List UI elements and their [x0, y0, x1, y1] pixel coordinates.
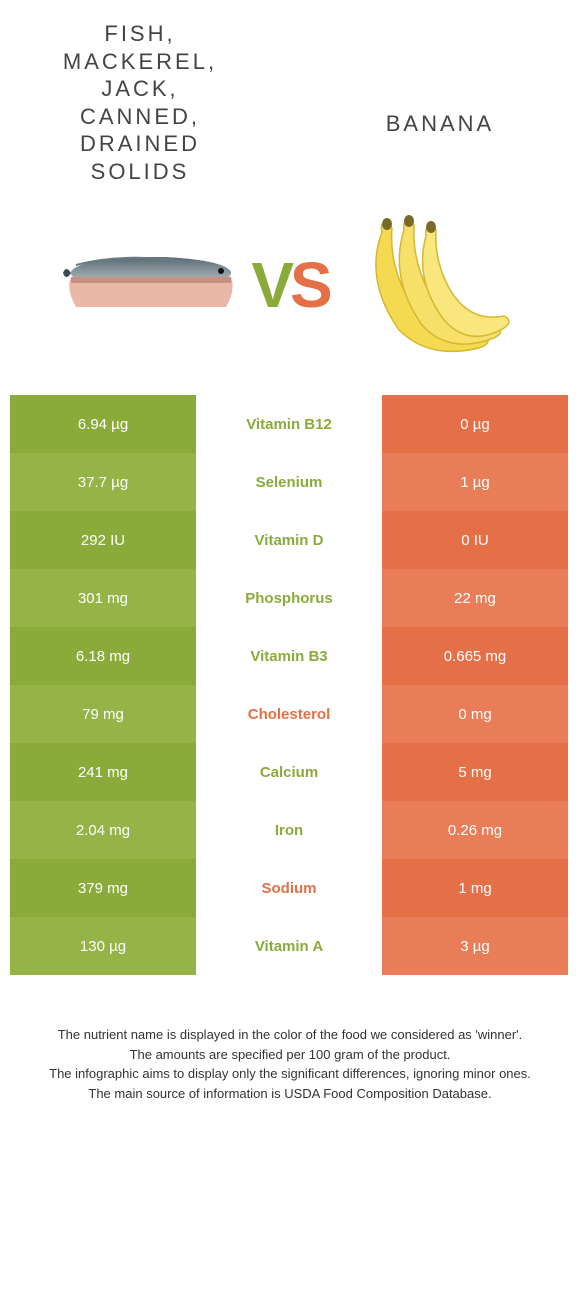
nutrient-name: Iron — [196, 801, 382, 859]
nutrient-value-left: 379 mg — [10, 859, 196, 917]
nutrient-value-right: 1 mg — [382, 859, 568, 917]
nutrient-table: 6.94 µgVitamin B120 µg37.7 µgSelenium1 µ… — [10, 395, 570, 975]
nutrient-value-right: 0.665 mg — [382, 627, 568, 685]
nutrient-name: Sodium — [196, 859, 382, 917]
nutrient-value-left: 2.04 mg — [10, 801, 196, 859]
table-row: 379 mgSodium1 mg — [10, 859, 570, 917]
nutrient-name: Vitamin B3 — [196, 627, 382, 685]
food-right-image — [339, 205, 519, 365]
table-row: 6.18 mgVitamin B30.665 mg — [10, 627, 570, 685]
nutrient-name: Vitamin D — [196, 511, 382, 569]
nutrient-name: Phosphorus — [196, 569, 382, 627]
nutrient-value-right: 0 IU — [382, 511, 568, 569]
nutrient-value-right: 3 µg — [382, 917, 568, 975]
food-left-image — [61, 205, 241, 365]
vs-v: V — [251, 249, 290, 321]
table-row: 2.04 mgIron0.26 mg — [10, 801, 570, 859]
nutrient-value-right: 22 mg — [382, 569, 568, 627]
nutrient-value-left: 292 IU — [10, 511, 196, 569]
food-right-title: Banana — [340, 110, 540, 138]
food-left-title-block: Fish, mackerel, jack, canned, drained so… — [40, 20, 240, 185]
comparison-header: Fish, mackerel, jack, canned, drained so… — [10, 0, 570, 195]
table-row: 292 IUVitamin D0 IU — [10, 511, 570, 569]
nutrient-name: Vitamin A — [196, 917, 382, 975]
nutrient-value-left: 241 mg — [10, 743, 196, 801]
nutrient-value-right: 0 µg — [382, 395, 568, 453]
nutrient-name: Vitamin B12 — [196, 395, 382, 453]
nutrient-name: Cholesterol — [196, 685, 382, 743]
footer-line: The main source of information is USDA F… — [40, 1084, 540, 1104]
mackerel-icon — [61, 235, 241, 335]
nutrient-value-right: 0 mg — [382, 685, 568, 743]
food-left-title: Fish, mackerel, jack, canned, drained so… — [40, 20, 240, 185]
footer-line: The nutrient name is displayed in the co… — [40, 1025, 540, 1045]
table-row: 301 mgPhosphorus22 mg — [10, 569, 570, 627]
nutrient-value-left: 37.7 µg — [10, 453, 196, 511]
nutrient-value-right: 1 µg — [382, 453, 568, 511]
nutrient-name: Selenium — [196, 453, 382, 511]
vs-label: VS — [251, 248, 328, 322]
nutrient-value-left: 301 mg — [10, 569, 196, 627]
table-row: 79 mgCholesterol0 mg — [10, 685, 570, 743]
footer-line: The amounts are specified per 100 gram o… — [40, 1045, 540, 1065]
footer-notes: The nutrient name is displayed in the co… — [10, 975, 570, 1173]
table-row: 130 µgVitamin A3 µg — [10, 917, 570, 975]
nutrient-value-right: 0.26 mg — [382, 801, 568, 859]
nutrient-value-left: 79 mg — [10, 685, 196, 743]
food-right-title-block: Banana — [340, 20, 540, 138]
nutrient-value-left: 6.94 µg — [10, 395, 196, 453]
nutrient-name: Calcium — [196, 743, 382, 801]
table-row: 6.94 µgVitamin B120 µg — [10, 395, 570, 453]
table-row: 37.7 µgSelenium1 µg — [10, 453, 570, 511]
nutrient-value-left: 6.18 mg — [10, 627, 196, 685]
table-row: 241 mgCalcium5 mg — [10, 743, 570, 801]
vs-row: VS — [10, 195, 570, 395]
nutrient-value-right: 5 mg — [382, 743, 568, 801]
banana-icon — [344, 210, 514, 360]
vs-s: S — [290, 249, 329, 321]
footer-line: The infographic aims to display only the… — [40, 1064, 540, 1084]
nutrient-value-left: 130 µg — [10, 917, 196, 975]
